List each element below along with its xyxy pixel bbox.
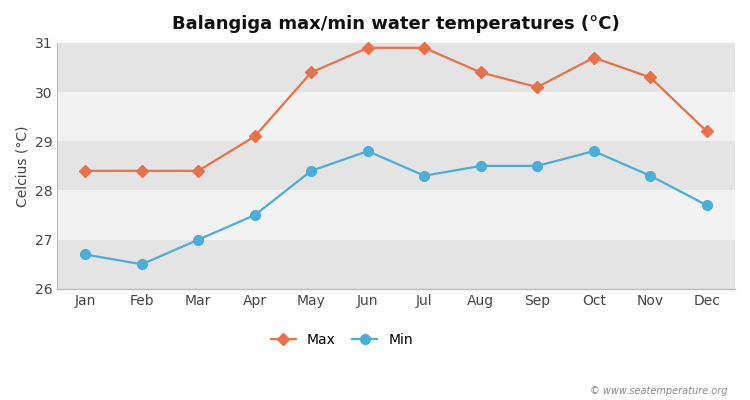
- Bar: [57, 43, 735, 92]
- Max: [81, 168, 90, 173]
- Max: [476, 70, 485, 75]
- Max: [590, 55, 598, 60]
- Text: © www.seatemperature.org: © www.seatemperature.org: [590, 386, 728, 396]
- Bar: [57, 92, 735, 141]
- Bar: [57, 190, 735, 240]
- Min: [590, 149, 598, 154]
- Max: [646, 75, 655, 80]
- Bar: [57, 240, 735, 289]
- Max: [363, 46, 372, 50]
- Max: [420, 46, 429, 50]
- Max: [307, 70, 316, 75]
- Min: [251, 213, 260, 218]
- Bar: [57, 141, 735, 190]
- Min: [532, 164, 542, 168]
- Min: [137, 262, 146, 267]
- Title: Balangiga max/min water temperatures (°C): Balangiga max/min water temperatures (°C…: [172, 15, 620, 33]
- Y-axis label: Celcius (°C): Celcius (°C): [15, 125, 29, 207]
- Min: [476, 164, 485, 168]
- Min: [646, 173, 655, 178]
- Legend: Max, Min: Max, Min: [265, 328, 419, 353]
- Min: [420, 173, 429, 178]
- Max: [532, 85, 542, 90]
- Line: Min: Min: [80, 146, 712, 269]
- Min: [81, 252, 90, 257]
- Min: [307, 168, 316, 173]
- Max: [702, 129, 711, 134]
- Line: Max: Max: [81, 44, 711, 175]
- Min: [363, 149, 372, 154]
- Max: [251, 134, 260, 139]
- Min: [702, 203, 711, 208]
- Max: [194, 168, 202, 173]
- Max: [137, 168, 146, 173]
- Min: [194, 237, 202, 242]
